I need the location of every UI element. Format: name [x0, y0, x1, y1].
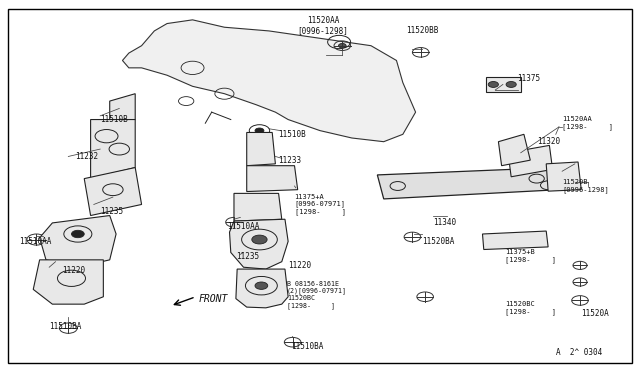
PathPatch shape — [122, 20, 415, 142]
Polygon shape — [483, 231, 548, 250]
Bar — [486, 77, 521, 92]
Circle shape — [488, 81, 499, 87]
Polygon shape — [84, 167, 141, 215]
Text: 11235: 11235 — [100, 207, 124, 217]
Text: 11375: 11375 — [518, 74, 541, 83]
Circle shape — [72, 230, 84, 238]
Text: 11510BA: 11510BA — [291, 342, 324, 351]
Circle shape — [252, 235, 267, 244]
Polygon shape — [91, 119, 135, 179]
Text: 11375+B
[1298-     ]: 11375+B [1298- ] — [505, 249, 556, 263]
Text: 11340: 11340 — [433, 218, 456, 227]
Text: 11520BA: 11520BA — [422, 237, 454, 246]
Circle shape — [339, 44, 346, 48]
Circle shape — [506, 81, 516, 87]
Text: B 08156-8161E
(2)[0996-07971]
11520BC
[1298-     ]: B 08156-8161E (2)[0996-07971] 11520BC [1… — [287, 280, 347, 309]
Text: 11520BB: 11520BB — [406, 26, 438, 35]
Polygon shape — [546, 162, 581, 191]
Circle shape — [255, 128, 264, 133]
Polygon shape — [246, 132, 275, 166]
Text: 11220: 11220 — [288, 261, 311, 270]
Text: 11520A: 11520A — [581, 309, 609, 318]
Text: 11510B: 11510B — [100, 115, 128, 124]
Text: 11220: 11220 — [62, 266, 85, 275]
Text: 11520AA
[0996-1298]: 11520AA [0996-1298] — [298, 16, 349, 35]
Polygon shape — [246, 166, 298, 192]
Polygon shape — [236, 269, 288, 308]
Text: 11233: 11233 — [278, 155, 301, 165]
Text: 11510AA: 11510AA — [228, 222, 260, 231]
Text: 11520B
[0996-1298]: 11520B [0996-1298] — [562, 179, 609, 193]
Text: 11510B: 11510B — [278, 130, 307, 139]
Text: FRONT: FRONT — [199, 294, 228, 304]
Text: A  2^ 0304: A 2^ 0304 — [556, 349, 602, 357]
Polygon shape — [499, 134, 531, 166]
Polygon shape — [234, 193, 282, 221]
Polygon shape — [378, 167, 559, 199]
Text: 11320: 11320 — [537, 137, 560, 146]
Text: 11375+A
[0996-07971]
[1298-     ]: 11375+A [0996-07971] [1298- ] — [294, 194, 346, 215]
Polygon shape — [230, 219, 288, 269]
Polygon shape — [109, 94, 135, 127]
Text: 11520AA
[1298-     ]: 11520AA [1298- ] — [562, 116, 613, 130]
Text: 11235: 11235 — [236, 251, 259, 261]
Text: 11520BC
[1298-     ]: 11520BC [1298- ] — [505, 301, 556, 315]
Text: 11232: 11232 — [75, 152, 98, 161]
Polygon shape — [508, 145, 552, 177]
Polygon shape — [40, 215, 116, 267]
Polygon shape — [33, 260, 103, 304]
Circle shape — [255, 282, 268, 289]
Text: 11510AA: 11510AA — [19, 237, 52, 246]
Text: 11510BA: 11510BA — [49, 322, 81, 331]
